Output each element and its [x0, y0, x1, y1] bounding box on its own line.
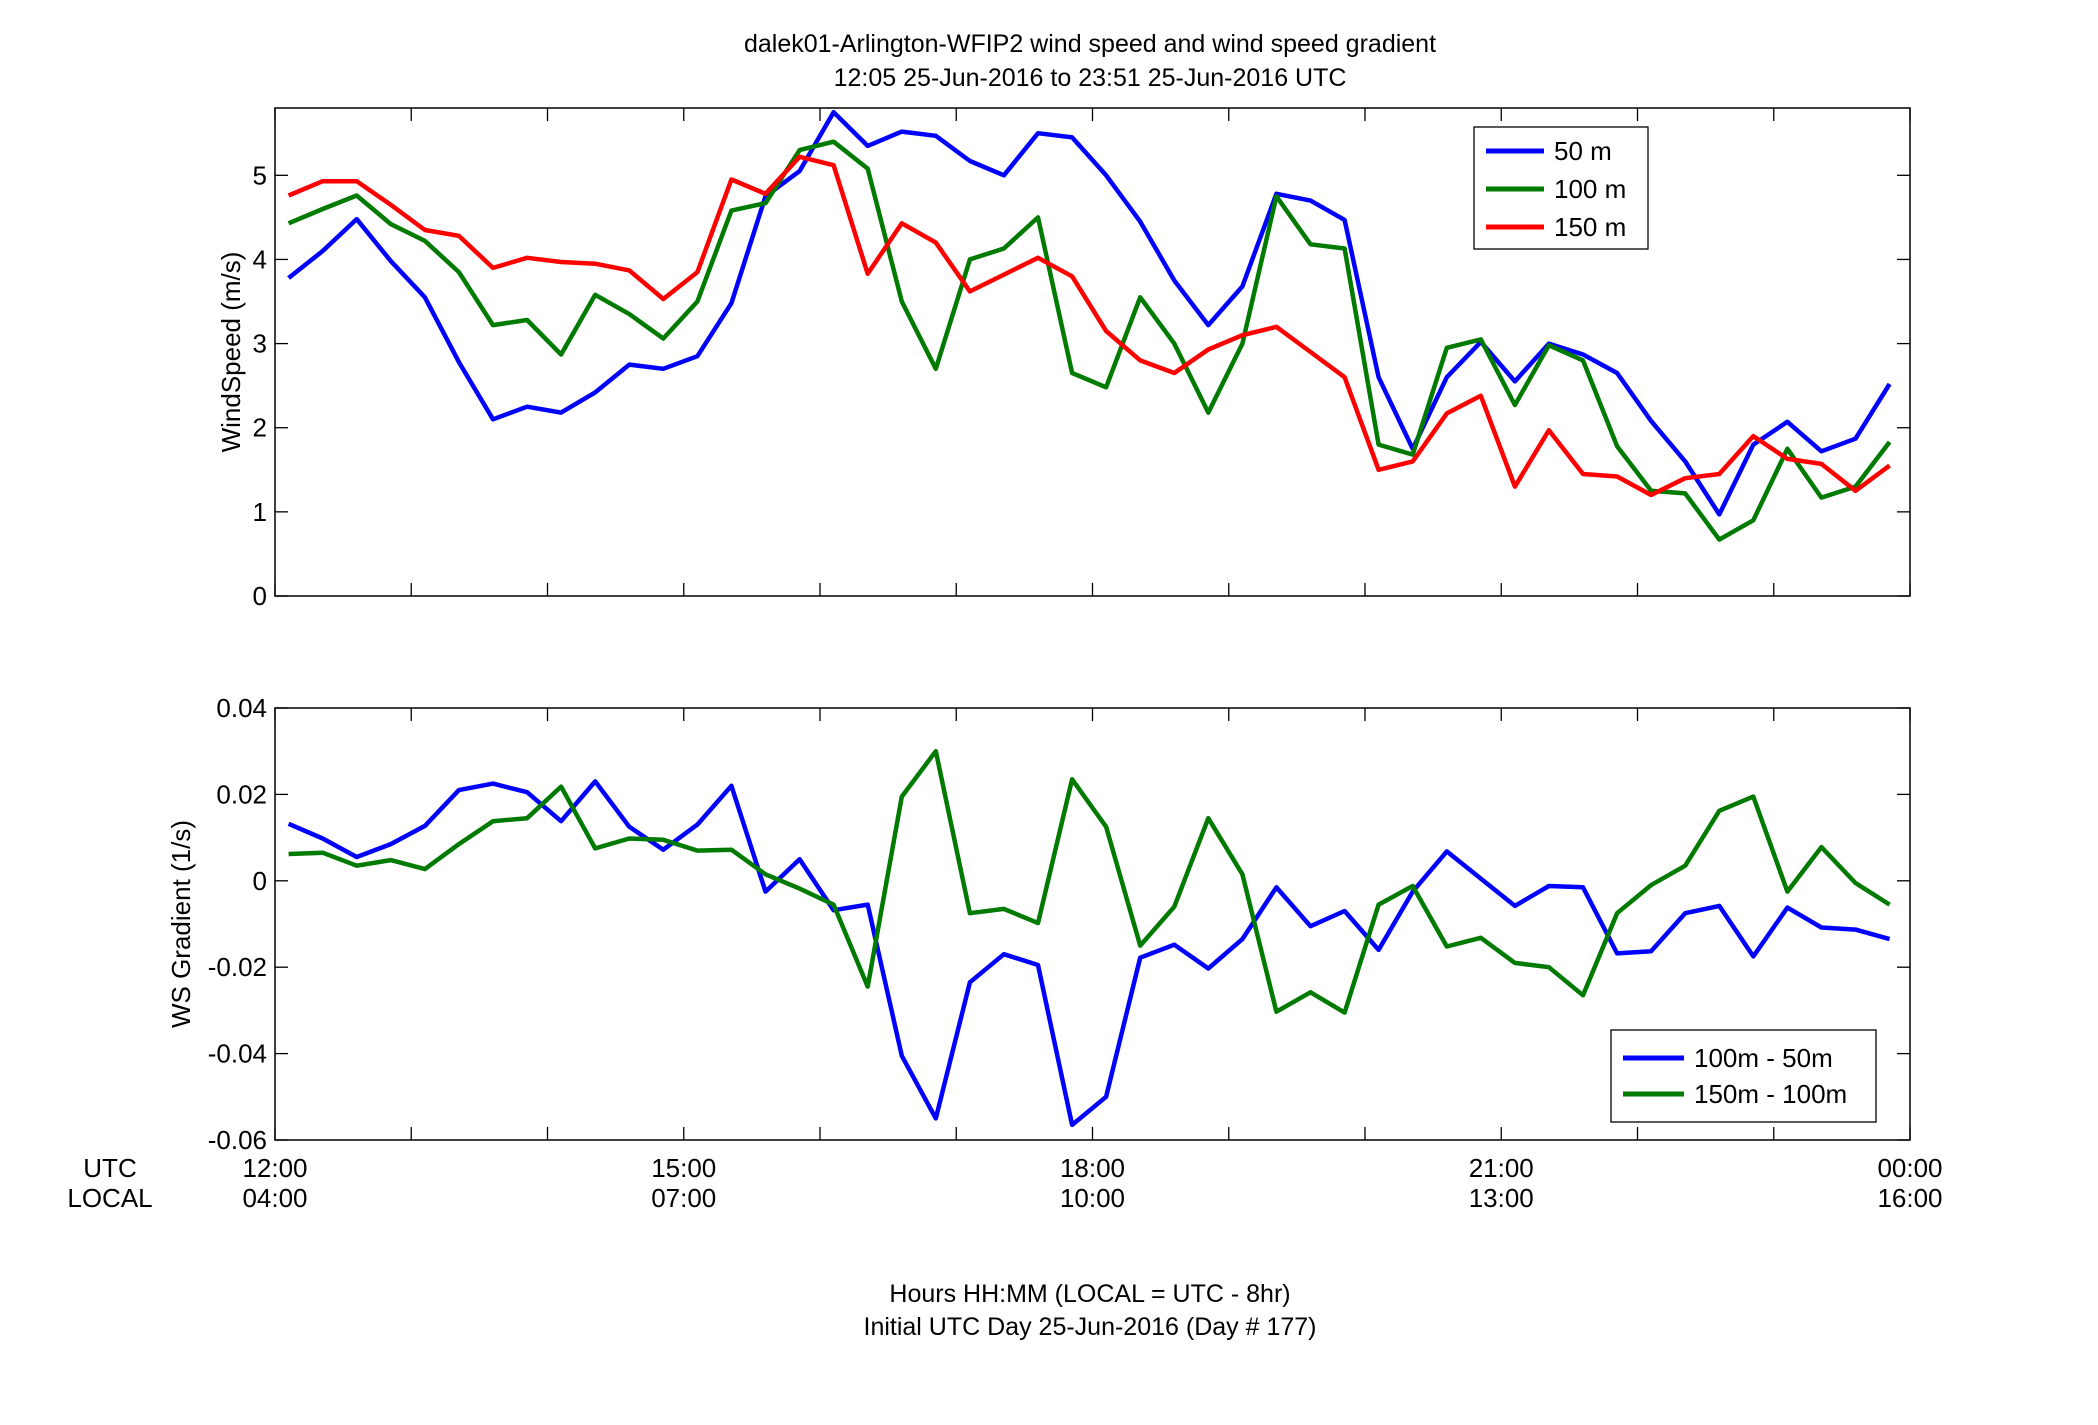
legend-label-100m-50m: 100m - 50m — [1694, 1043, 1833, 1073]
gradient-panel: WS Gradient (1/s) -0.06 -0.04 -0.02 0 0.02 0.… — [166, 693, 1943, 1213]
utc-row-label: UTC — [83, 1153, 136, 1183]
local-row-label: LOCAL — [67, 1183, 152, 1213]
ws-y-tick-label: 2 — [253, 413, 267, 443]
x-tick-label-utc: 12:00 — [242, 1153, 307, 1183]
ws-y-tick-label: 3 — [253, 329, 267, 359]
legend-label-150m-100m: 150m - 100m — [1694, 1079, 1847, 1109]
windspeed-ticks: 0 1 2 3 4 5 — [253, 108, 1911, 611]
grad-y-tick-label: -0.04 — [208, 1039, 267, 1069]
x-tick-label-local: 07:00 — [651, 1183, 716, 1213]
x-tick-label-utc: 18:00 — [1060, 1153, 1125, 1183]
series-line-50-m — [287, 109, 1892, 517]
windspeed-legend: 50 m 100 m 150 m — [1473, 126, 1649, 250]
legend-label-50m: 50 m — [1554, 136, 1612, 166]
x-tick-label-utc: 00:00 — [1877, 1153, 1942, 1183]
grad-y-tick-label: -0.02 — [208, 952, 267, 982]
series-line-150m-100m — [288, 748, 1891, 1015]
x-tick-label-local: 13:00 — [1469, 1183, 1534, 1213]
grad-y-tick-label: 0 — [253, 866, 267, 896]
gradient-ticks: -0.06-0.04-0.0200.020.0412:0004:0015:000… — [208, 693, 1943, 1213]
windspeed-panel: WindSpeed (m/s) 0 1 2 3 4 5 50 m 100 m 150 m — [216, 107, 1911, 611]
legend-label-150m: 150 m — [1554, 212, 1626, 242]
x-axis-sublabel: Initial UTC Day 25-Jun-2016 (Day # 177) — [864, 1313, 1317, 1341]
legend-label-100m: 100 m — [1554, 174, 1626, 204]
x-tick-label-local: 10:00 — [1060, 1183, 1125, 1213]
gradient-series — [287, 748, 1891, 1128]
grad-y-tick-label: -0.06 — [208, 1125, 267, 1155]
windspeed-y-axis-label: WindSpeed (m/s) — [216, 252, 246, 453]
x-axis-label: Hours HH:MM (LOCAL = UTC - 8hr) — [889, 1280, 1290, 1308]
x-tick-label-local: 04:00 — [242, 1183, 307, 1213]
windspeed-axes-frame — [274, 107, 1911, 597]
grad-y-tick-label: 0.02 — [216, 779, 267, 809]
gradient-legend-box — [1610, 1029, 1877, 1123]
gradient-axes-frame — [274, 707, 1911, 1141]
chart-title: dalek01-Arlington-WFIP2 wind speed and w… — [744, 30, 1436, 58]
series-line-150-m — [287, 154, 1891, 498]
gradient-legend: 100m - 50m 150m - 100m — [1610, 1029, 1877, 1123]
grad-y-tick-label: 0.04 — [216, 693, 267, 723]
ws-y-tick-label: 4 — [253, 244, 267, 274]
x-tick-label-utc: 21:00 — [1469, 1153, 1534, 1183]
ws-y-tick-label: 1 — [253, 497, 267, 527]
windspeed-series — [287, 109, 1892, 542]
gradient-y-axis-label: WS Gradient (1/s) — [166, 820, 196, 1028]
series-line-100m-50m — [287, 779, 1891, 1128]
ws-y-tick-label: 5 — [253, 160, 267, 190]
series-line-100-m — [287, 139, 1892, 542]
x-tick-label-local: 16:00 — [1877, 1183, 1942, 1213]
ws-y-tick-label: 0 — [253, 581, 267, 611]
x-tick-label-utc: 15:00 — [651, 1153, 716, 1183]
chart-subtitle: 12:05 25-Jun-2016 to 23:51 25-Jun-2016 U… — [834, 64, 1347, 92]
